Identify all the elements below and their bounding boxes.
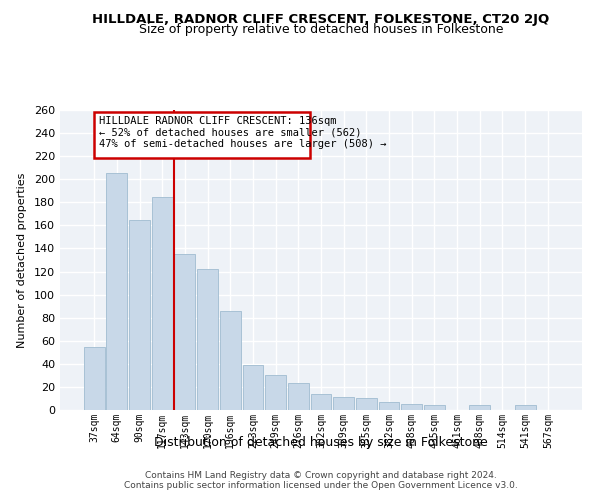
Bar bbox=[84, 346, 104, 410]
Bar bbox=[515, 406, 536, 410]
Bar bbox=[197, 269, 218, 410]
Bar bbox=[469, 406, 490, 410]
Text: Size of property relative to detached houses in Folkestone: Size of property relative to detached ho… bbox=[139, 22, 503, 36]
Bar bbox=[401, 404, 422, 410]
Text: HILLDALE, RADNOR CLIFF CRESCENT, FOLKESTONE, CT20 2JQ: HILLDALE, RADNOR CLIFF CRESCENT, FOLKEST… bbox=[92, 12, 550, 26]
Bar bbox=[152, 196, 173, 410]
Text: Contains HM Land Registry data © Crown copyright and database right 2024.: Contains HM Land Registry data © Crown c… bbox=[145, 472, 497, 480]
Text: Distribution of detached houses by size in Folkestone: Distribution of detached houses by size … bbox=[154, 436, 488, 449]
Bar bbox=[220, 311, 241, 410]
Bar bbox=[265, 376, 286, 410]
Bar bbox=[379, 402, 400, 410]
Text: ← 52% of detached houses are smaller (562): ← 52% of detached houses are smaller (56… bbox=[98, 128, 361, 138]
Bar bbox=[129, 220, 150, 410]
Text: Contains public sector information licensed under the Open Government Licence v3: Contains public sector information licen… bbox=[124, 482, 518, 490]
Bar bbox=[424, 406, 445, 410]
Bar bbox=[106, 174, 127, 410]
Bar bbox=[175, 254, 196, 410]
Text: HILLDALE RADNOR CLIFF CRESCENT: 136sqm: HILLDALE RADNOR CLIFF CRESCENT: 136sqm bbox=[98, 116, 336, 126]
Bar bbox=[242, 365, 263, 410]
Bar bbox=[288, 384, 309, 410]
Bar bbox=[356, 398, 377, 410]
Bar bbox=[333, 398, 354, 410]
Text: 47% of semi-detached houses are larger (508) →: 47% of semi-detached houses are larger (… bbox=[98, 139, 386, 149]
Bar bbox=[311, 394, 331, 410]
Y-axis label: Number of detached properties: Number of detached properties bbox=[17, 172, 27, 348]
FancyBboxPatch shape bbox=[94, 112, 310, 158]
